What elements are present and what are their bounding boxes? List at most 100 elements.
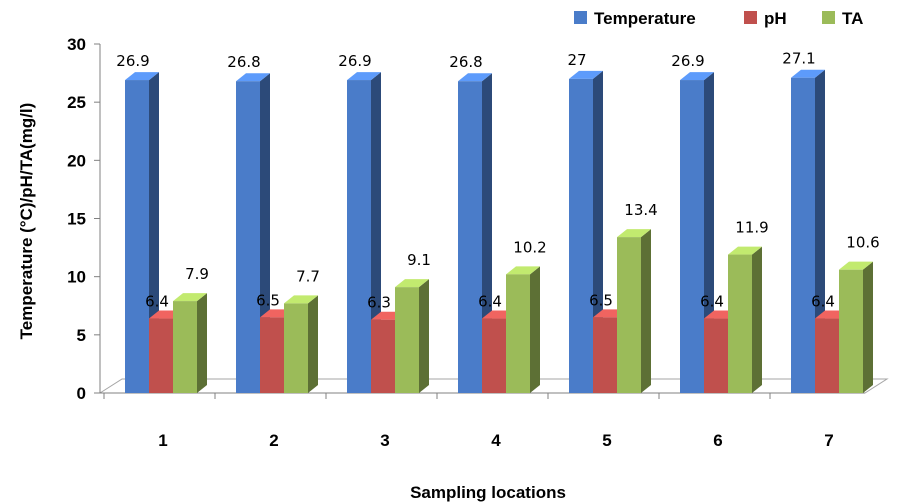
data-label-ta: 13.4 [624, 201, 657, 219]
data-label-ph: 6.5 [589, 291, 613, 309]
bar-front [815, 318, 839, 393]
y-tick-label: 30 [67, 35, 86, 54]
bar-side [752, 246, 762, 393]
bar-ta-1 [173, 293, 207, 393]
bar-front [458, 81, 482, 393]
bar-top [395, 279, 429, 288]
data-label-temperature: 26.8 [227, 53, 260, 71]
data-label-temperature: 26.8 [449, 53, 482, 71]
data-label-temperature: 26.9 [338, 52, 371, 70]
data-label-temperature: 26.9 [671, 52, 704, 70]
bar-front [569, 78, 593, 394]
bar-top [125, 72, 159, 81]
legend-swatch [574, 11, 587, 24]
data-label-ta: 10.2 [513, 238, 546, 256]
data-label-ph: 6.4 [145, 293, 169, 311]
bar-front [260, 317, 284, 393]
bar-top [728, 246, 762, 255]
bar-front [284, 303, 308, 393]
chart-legend: Temperature pH TA [574, 9, 863, 28]
bar-temperature-4 [458, 73, 492, 393]
legend-label: TA [842, 9, 863, 28]
y-tick-label: 10 [67, 268, 86, 287]
bar-front [704, 318, 728, 393]
chart-data-labels: 26.9 6.4 7.9 26.8 6.5 7.7 26.9 6.3 9.1 26.8 6.4 10.… [116, 50, 879, 312]
bar-temperature-7 [791, 69, 825, 393]
bar-front [236, 81, 260, 393]
bar-front [125, 80, 149, 394]
bar-ta-4 [506, 266, 540, 393]
y-tick-label: 25 [67, 93, 86, 112]
legend-label: pH [764, 9, 787, 28]
legend-label: Temperature [594, 9, 696, 28]
bar-front [347, 80, 371, 394]
y-tick-label: 15 [67, 210, 86, 229]
bar-top [284, 295, 318, 304]
bar-top [680, 72, 714, 81]
bar-front [680, 80, 704, 394]
bar-ta-5 [617, 229, 651, 393]
x-axis-title: Sampling locations [410, 483, 566, 502]
y-tick-label: 5 [77, 326, 86, 345]
data-label-ta: 10.6 [846, 234, 879, 252]
bar-top [839, 261, 873, 270]
bar-temperature-3 [347, 72, 381, 394]
data-label-ph: 6.3 [367, 294, 391, 312]
bar-front [617, 237, 641, 393]
bar-front [149, 318, 173, 393]
bar-side [419, 279, 429, 393]
bar-front [728, 254, 752, 393]
data-label-ph: 6.5 [256, 291, 280, 309]
bar-ta-3 [395, 279, 429, 393]
x-tick-label: 2 [269, 431, 278, 450]
x-tick-label: 4 [491, 431, 501, 450]
bar-ta-6 [728, 246, 762, 393]
legend-item-ph: pH [744, 9, 787, 28]
data-label-ta: 11.9 [735, 219, 768, 237]
bar-top [569, 70, 603, 79]
data-label-temperature: 27 [567, 51, 586, 69]
bar-side [197, 293, 207, 393]
bar-front [395, 287, 419, 393]
chart-bars [125, 69, 873, 394]
bar-front [482, 318, 506, 393]
bar-side [371, 72, 381, 394]
bar-side [308, 295, 318, 393]
x-tick-label: 3 [380, 431, 389, 450]
x-tick-label: 1 [158, 431, 167, 450]
data-label-ph: 6.4 [811, 293, 835, 311]
bar-side [641, 229, 651, 393]
x-tick-label: 7 [824, 431, 833, 450]
bar-top [791, 69, 825, 78]
y-axis-title: Temperature (°C)/pH/TA(mg/l) [17, 103, 36, 340]
bar-front [791, 77, 815, 393]
legend-item-temperature: Temperature [574, 9, 696, 28]
bar-ta-2 [284, 295, 318, 393]
bar-front [593, 317, 617, 393]
data-label-ph: 6.4 [478, 293, 502, 311]
data-label-temperature: 27.1 [782, 50, 815, 68]
bar-top [173, 293, 207, 302]
bar-side [530, 266, 540, 393]
bar-front [173, 301, 197, 393]
legend-item-ta: TA [822, 9, 863, 28]
bar-top [347, 72, 381, 81]
bar-ta-7 [839, 261, 873, 393]
data-label-temperature: 26.9 [116, 52, 149, 70]
bar-side [863, 261, 873, 393]
bar-front [506, 274, 530, 393]
legend-swatch [744, 11, 757, 24]
x-tick-label: 5 [602, 431, 611, 450]
y-tick-label: 0 [77, 384, 86, 403]
data-label-ta: 7.7 [296, 267, 320, 285]
bar-top [506, 266, 540, 275]
legend-swatch [822, 11, 835, 24]
bar-top [236, 73, 270, 82]
bar-temperature-1 [125, 72, 159, 394]
bar-top [458, 73, 492, 82]
bar-top [617, 229, 651, 238]
bar-front [371, 319, 395, 393]
bar-side [815, 69, 825, 393]
y-tick-label: 20 [67, 151, 86, 170]
